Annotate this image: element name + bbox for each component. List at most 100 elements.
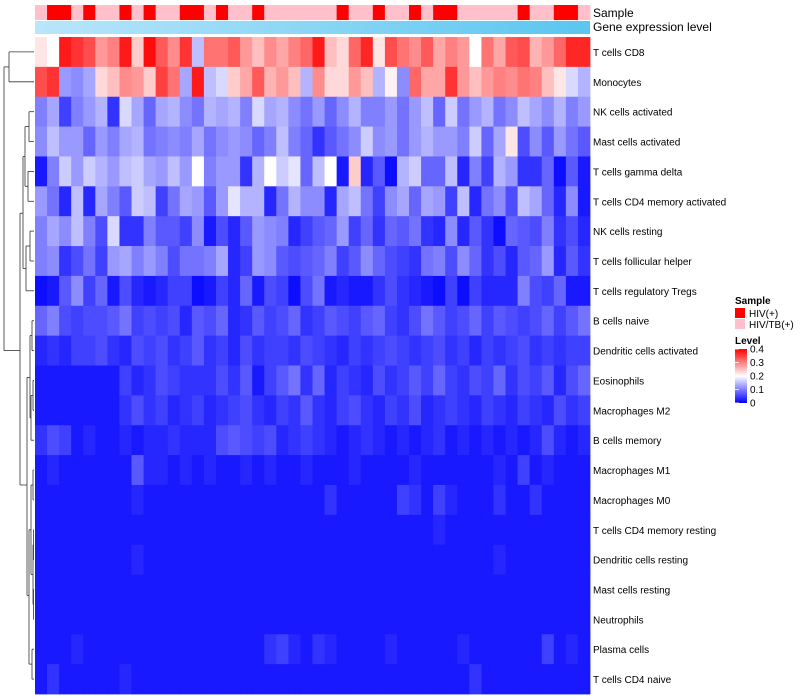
heatmap-cell: [421, 126, 434, 157]
heatmap-cell: [264, 37, 277, 68]
heatmap-cell: [457, 216, 470, 247]
heatmap-cell: [312, 246, 325, 277]
heatmap-cell: [203, 634, 217, 665]
heatmap-cell: [203, 305, 217, 337]
heatmap-cell: [288, 664, 301, 695]
heatmap-cell: [481, 574, 494, 605]
heatmap-cell: [47, 365, 60, 396]
heatmap-cell: [300, 37, 313, 68]
heatmap-cell: [276, 96, 289, 127]
heatmap-cell: [493, 574, 506, 605]
heatmap-cell: [131, 664, 144, 695]
heatmap-cell: [203, 664, 217, 695]
heatmap-cell: [191, 455, 205, 486]
heatmap-cell: [131, 156, 144, 187]
heatmap-cell: [505, 574, 519, 605]
heatmap-cell: [131, 216, 144, 247]
heatmap-cell: [71, 455, 84, 486]
heatmap-cell: [240, 335, 253, 366]
heatmap-cell: [155, 634, 169, 665]
heatmap-cell: [95, 365, 108, 396]
heatmap-cell: [421, 604, 434, 635]
heatmap-cell: [167, 664, 181, 695]
heatmap-cell: [481, 634, 494, 665]
heatmap-cell: [409, 395, 422, 426]
level-tick-label: 0.2: [750, 372, 764, 383]
heatmap-cell: [493, 305, 506, 337]
heatmap-cell: [445, 395, 458, 426]
heatmap-cell: [372, 484, 386, 516]
heatmap-cell: [167, 275, 181, 307]
heatmap-cell: [457, 634, 470, 665]
heatmap-cell: [215, 156, 229, 187]
heatmap-cell: [529, 574, 543, 605]
level-tick-label: 0.1: [750, 385, 764, 396]
heatmap-cell: [481, 455, 494, 486]
sample-annotation-cell: [565, 5, 579, 20]
heatmap-cell: [83, 305, 96, 337]
heatmap-cell: [360, 66, 374, 98]
heatmap-cell: [469, 484, 482, 516]
row-label: Macrophages M2: [593, 406, 671, 417]
heatmap-cell: [35, 126, 48, 157]
heatmap-cell: [457, 544, 470, 575]
heatmap-cell: [348, 484, 362, 516]
heatmap-cell: [288, 66, 301, 98]
heatmap-cell: [71, 574, 84, 605]
heatmap-cell: [348, 574, 362, 605]
heatmap-cell: [493, 156, 506, 187]
heatmap-cell: [324, 544, 338, 575]
heatmap-cell: [577, 156, 591, 187]
heatmap-cell: [348, 246, 362, 277]
sample-annotation-cell: [541, 5, 555, 20]
heatmap-cell: [83, 246, 96, 277]
heatmap-cell: [143, 484, 157, 516]
heatmap-cell: [215, 484, 229, 516]
heatmap-cell: [276, 246, 289, 277]
heatmap-cell: [240, 275, 253, 307]
heatmap-cell: [288, 156, 301, 187]
heatmap-cell: [505, 604, 519, 635]
heatmap-cell: [155, 305, 169, 337]
heatmap-cell: [240, 634, 253, 665]
sample-annotation-cell: [553, 5, 567, 20]
heatmap-cell: [276, 37, 289, 68]
heatmap-cell: [421, 425, 434, 456]
heatmap-cell: [541, 455, 555, 486]
heatmap-cell: [336, 275, 350, 307]
heatmap-cell: [131, 455, 144, 486]
heatmap-cell: [228, 514, 241, 546]
heatmap-cell: [143, 335, 157, 366]
heatmap-cell: [553, 216, 567, 247]
level-tick-label: 0.4: [750, 345, 764, 356]
heatmap-cell: [167, 574, 181, 605]
heatmap-cell: [264, 455, 277, 486]
sample-annotation-cell: [276, 5, 289, 20]
heatmap-cell: [324, 514, 338, 546]
heatmap-cell: [276, 66, 289, 98]
heatmap-cell: [541, 96, 555, 127]
heatmap-cell: [83, 156, 96, 187]
heatmap-cell: [119, 425, 132, 456]
heatmap-cell: [324, 664, 338, 695]
heatmap-cell: [565, 574, 579, 605]
heatmap-cell: [35, 544, 48, 575]
heatmap-cell: [71, 514, 84, 546]
heatmap-cell: [131, 365, 144, 396]
heatmap-cell: [215, 544, 229, 575]
heatmap-cell: [541, 246, 555, 277]
heatmap-cell: [565, 395, 579, 426]
heatmap-cell: [324, 574, 338, 605]
heatmap-cell: [336, 514, 350, 546]
heatmap-cell: [384, 365, 398, 396]
heatmap-cell: [95, 66, 108, 98]
heatmap-cell: [517, 66, 531, 98]
sample-legend-swatch-hivtb: [735, 319, 745, 329]
heatmap-cell: [565, 544, 579, 575]
heatmap-cell: [372, 275, 386, 307]
heatmap-cell: [215, 96, 229, 127]
heatmap-cell: [131, 395, 144, 426]
sample-annotation-cell: [179, 5, 193, 20]
heatmap-cell: [191, 604, 205, 635]
